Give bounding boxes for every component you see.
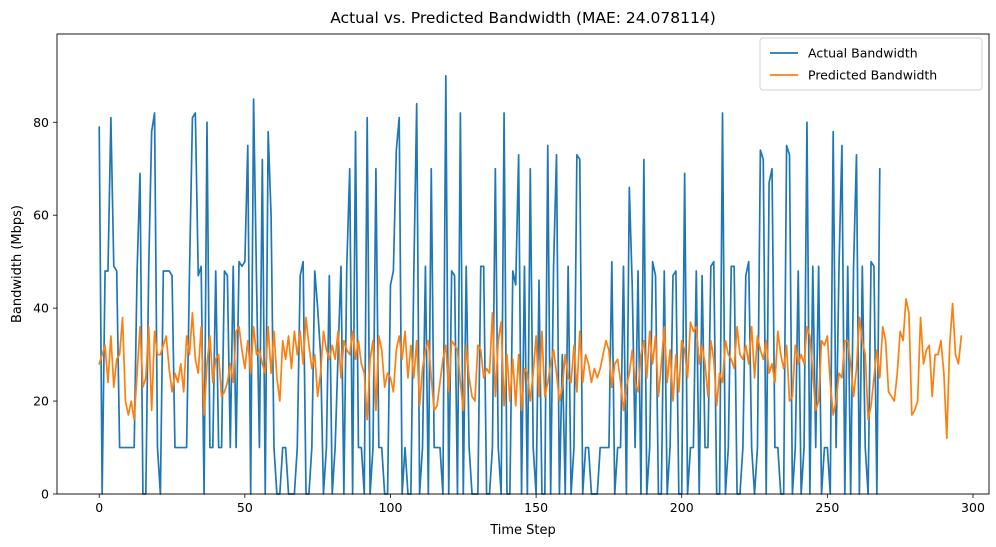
x-tick-label: 100 xyxy=(379,500,403,515)
x-tick-label: 300 xyxy=(961,500,985,515)
plot-frame xyxy=(56,33,990,495)
legend-box xyxy=(759,37,983,91)
y-tick-label: 20 xyxy=(33,394,49,409)
legend-label: Predicted Bandwidth xyxy=(808,68,937,83)
y-axis: 0 20 40 60 80 xyxy=(33,115,57,502)
series-line-predicted-bandwidth xyxy=(98,298,963,440)
x-tick-label: 200 xyxy=(670,500,694,515)
x-axis-label: Time Step xyxy=(489,523,556,538)
x-tick-label: 0 xyxy=(95,500,103,515)
x-tick-label: 250 xyxy=(815,500,839,515)
legend: Actual Bandwidth Predicted Bandwidth xyxy=(759,37,983,91)
legend-label: Actual Bandwidth xyxy=(808,46,918,61)
x-axis: 0 50 100 150 200 250 300 xyxy=(95,494,985,515)
y-axis-label: Bandwidth (Mbps) xyxy=(10,205,25,323)
y-tick-label: 40 xyxy=(33,301,49,316)
plot-area xyxy=(56,33,990,495)
x-tick-label: 150 xyxy=(524,500,548,515)
chart-title: Actual vs. Predicted Bandwidth (MAE: 24.… xyxy=(330,9,716,27)
y-tick-label: 60 xyxy=(33,208,49,223)
y-tick-label: 0 xyxy=(41,487,49,502)
y-tick-label: 80 xyxy=(33,115,49,130)
x-tick-label: 50 xyxy=(237,500,253,515)
